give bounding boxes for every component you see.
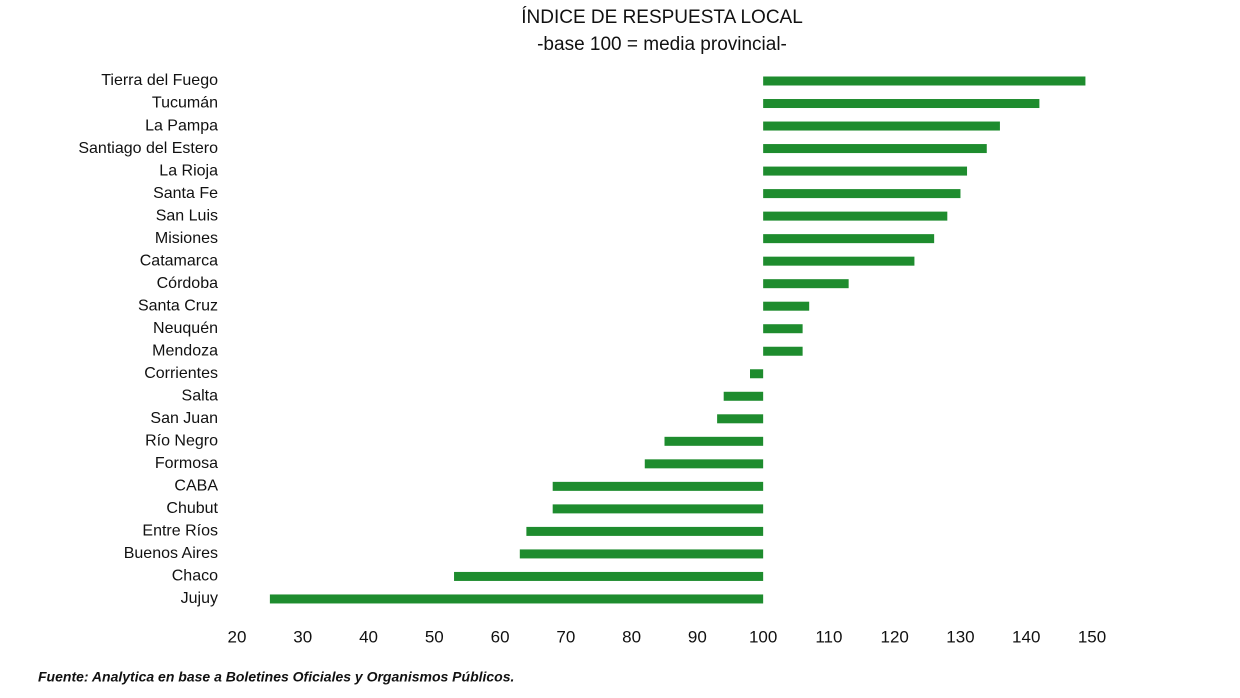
y-tick-label: La Rioja <box>159 162 218 179</box>
y-tick-label: Jujuy <box>181 590 218 607</box>
y-tick-label: Catamarca <box>140 252 218 269</box>
x-tick-label: 40 <box>359 627 378 646</box>
x-tick-label: 150 <box>1078 627 1106 646</box>
x-tick-label: 80 <box>622 627 641 646</box>
bar <box>763 256 915 266</box>
y-tick-label: Mendoza <box>152 342 218 359</box>
bar <box>763 279 849 289</box>
x-tick-label: 70 <box>556 627 575 646</box>
y-tick-label: Corrientes <box>144 365 218 382</box>
y-tick-label: Córdoba <box>157 275 218 292</box>
x-tick-label: 50 <box>425 627 444 646</box>
bar <box>763 76 1086 86</box>
bar <box>723 391 764 401</box>
x-tick-label: 100 <box>749 627 777 646</box>
y-tick-label: San Juan <box>150 410 218 427</box>
y-tick-label: Neuquén <box>153 320 218 337</box>
x-tick-label: 130 <box>946 627 974 646</box>
y-tick-label: Entre Ríos <box>142 523 218 540</box>
bar <box>552 504 764 514</box>
bar <box>750 369 764 379</box>
bar <box>519 549 764 559</box>
bar <box>763 166 968 176</box>
chart-title: ÍNDICE DE RESPUESTA LOCAL <box>521 7 803 28</box>
y-tick-label: La Pampa <box>145 117 218 134</box>
bar <box>763 301 810 311</box>
bar <box>763 121 1000 131</box>
x-tick-label: 30 <box>293 627 312 646</box>
x-tick-label: 60 <box>491 627 510 646</box>
bar <box>526 526 764 536</box>
x-tick-label: 140 <box>1012 627 1040 646</box>
bar <box>763 234 935 244</box>
y-tick-label: Buenos Aires <box>124 545 218 562</box>
y-tick-label: Tierra del Fuego <box>101 72 218 89</box>
y-tick-label: CABA <box>174 478 218 495</box>
x-tick-label: 120 <box>881 627 909 646</box>
bar <box>763 189 961 199</box>
y-tick-label: Salta <box>182 387 219 404</box>
y-tick-label: Santa Fe <box>153 185 218 202</box>
x-tick-label: 110 <box>815 627 842 646</box>
y-tick-label: Chubut <box>166 500 218 517</box>
y-tick-label: Santiago del Estero <box>78 140 218 157</box>
bar <box>454 571 764 581</box>
bar <box>763 99 1040 109</box>
y-tick-label: Formosa <box>155 455 218 472</box>
y-tick-label: Misiones <box>155 230 218 247</box>
bar <box>763 346 803 356</box>
bar <box>717 414 764 424</box>
bar <box>269 594 764 604</box>
bar <box>763 324 803 334</box>
bar <box>763 211 948 221</box>
y-tick-label: Río Negro <box>145 433 218 450</box>
bar <box>552 481 764 491</box>
x-tick-label: 20 <box>228 627 247 646</box>
y-tick-label: San Luis <box>156 207 218 224</box>
bar <box>763 144 987 154</box>
y-tick-label: Tucumán <box>152 95 218 112</box>
source-note: Fuente: Analytica en base a Boletines Of… <box>38 669 514 685</box>
bar <box>664 436 764 446</box>
bar <box>644 459 764 469</box>
chart-subtitle: -base 100 = media provincial- <box>537 34 787 55</box>
x-tick-label: 90 <box>688 627 707 646</box>
y-tick-label: Santa Cruz <box>138 297 218 314</box>
y-tick-label: Chaco <box>172 568 218 585</box>
